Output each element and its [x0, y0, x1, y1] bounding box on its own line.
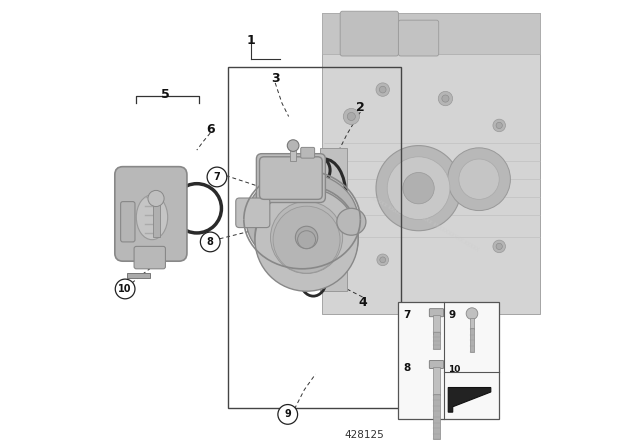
- Bar: [153, 197, 160, 237]
- Circle shape: [348, 230, 355, 236]
- FancyBboxPatch shape: [340, 11, 398, 56]
- Text: XXXXX XXXXX: XXXXX XXXXX: [447, 231, 480, 253]
- Circle shape: [345, 227, 358, 239]
- Circle shape: [380, 86, 386, 93]
- FancyBboxPatch shape: [134, 246, 165, 269]
- Polygon shape: [323, 13, 540, 54]
- Bar: [398, 302, 499, 419]
- FancyBboxPatch shape: [320, 148, 347, 291]
- Circle shape: [298, 231, 316, 249]
- FancyBboxPatch shape: [429, 361, 444, 369]
- Circle shape: [377, 254, 388, 266]
- Circle shape: [148, 190, 164, 207]
- Circle shape: [287, 140, 299, 151]
- Text: 8: 8: [403, 363, 410, 373]
- Bar: [228, 67, 401, 408]
- FancyBboxPatch shape: [115, 167, 187, 261]
- Text: 7: 7: [403, 310, 410, 320]
- Circle shape: [459, 159, 499, 199]
- Circle shape: [376, 146, 461, 231]
- Bar: [470, 328, 474, 352]
- Text: 9: 9: [448, 310, 456, 320]
- Bar: [433, 394, 440, 439]
- Circle shape: [447, 148, 511, 211]
- Text: XXXXX XXXXX: XXXXX XXXXX: [371, 195, 404, 217]
- FancyBboxPatch shape: [236, 198, 270, 228]
- Circle shape: [376, 83, 390, 96]
- Text: 8: 8: [207, 237, 214, 247]
- Bar: [433, 367, 440, 395]
- Circle shape: [442, 95, 449, 102]
- Circle shape: [403, 172, 435, 204]
- Text: 10: 10: [118, 284, 132, 294]
- Circle shape: [348, 112, 355, 121]
- Circle shape: [387, 157, 450, 220]
- Bar: [433, 332, 440, 349]
- Circle shape: [466, 308, 478, 319]
- Circle shape: [273, 206, 340, 273]
- FancyBboxPatch shape: [121, 202, 135, 242]
- Polygon shape: [127, 273, 150, 278]
- Circle shape: [343, 108, 360, 125]
- FancyBboxPatch shape: [429, 309, 444, 317]
- Text: 2: 2: [356, 101, 365, 114]
- Text: XXXXX XXXXX: XXXXX XXXXX: [415, 213, 449, 235]
- Circle shape: [493, 119, 506, 132]
- Text: 9: 9: [284, 409, 291, 419]
- Text: 4: 4: [358, 296, 367, 309]
- Bar: [470, 318, 474, 329]
- FancyBboxPatch shape: [398, 20, 439, 56]
- Circle shape: [207, 167, 227, 187]
- Circle shape: [271, 202, 342, 273]
- FancyBboxPatch shape: [301, 147, 315, 158]
- Text: 10: 10: [448, 365, 461, 374]
- FancyBboxPatch shape: [260, 157, 323, 199]
- FancyBboxPatch shape: [257, 154, 325, 202]
- FancyBboxPatch shape: [323, 13, 540, 314]
- Circle shape: [255, 186, 358, 289]
- Circle shape: [200, 232, 220, 252]
- Polygon shape: [448, 388, 491, 412]
- Circle shape: [380, 257, 386, 263]
- Text: 1: 1: [246, 34, 255, 47]
- Circle shape: [278, 405, 298, 424]
- Text: 5: 5: [161, 87, 170, 101]
- Circle shape: [496, 243, 502, 250]
- Circle shape: [115, 279, 135, 299]
- Text: 428125: 428125: [344, 431, 384, 440]
- Bar: [291, 144, 296, 161]
- Circle shape: [493, 240, 506, 253]
- Circle shape: [438, 91, 452, 106]
- Text: 3: 3: [271, 72, 280, 85]
- Text: 6: 6: [206, 123, 214, 137]
- Ellipse shape: [337, 208, 366, 235]
- Ellipse shape: [246, 172, 358, 267]
- Circle shape: [255, 188, 358, 291]
- Circle shape: [496, 122, 502, 129]
- Text: 7: 7: [214, 172, 220, 182]
- Circle shape: [296, 226, 317, 249]
- Bar: [433, 315, 440, 334]
- Ellipse shape: [136, 195, 168, 240]
